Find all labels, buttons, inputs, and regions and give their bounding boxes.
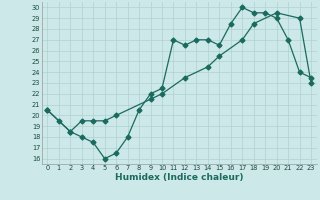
X-axis label: Humidex (Indice chaleur): Humidex (Indice chaleur) — [115, 173, 244, 182]
